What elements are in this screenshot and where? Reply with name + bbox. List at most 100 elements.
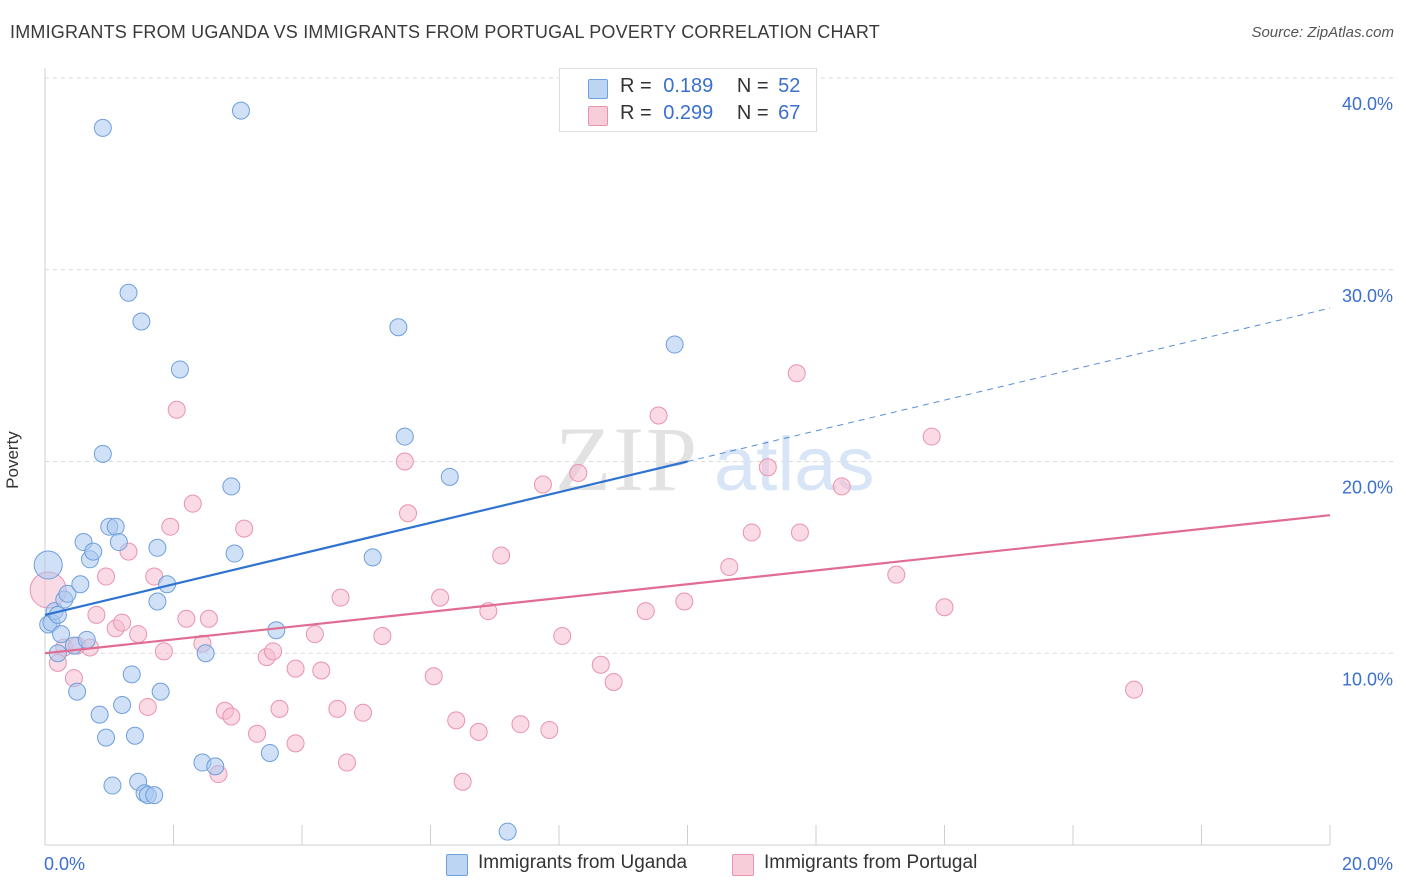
tick-labels: 10.0% 20.0% 30.0% 40.0% 0.0% 20.0% <box>44 94 1393 874</box>
portugal-point <box>373 626 392 645</box>
uganda-point <box>395 427 414 446</box>
portugal-point <box>286 734 305 753</box>
uganda-point <box>196 644 215 663</box>
x-tick-label: 20.0% <box>1342 854 1393 874</box>
uganda-point <box>119 283 138 302</box>
portugal-point <box>469 722 488 741</box>
portugal-point <box>758 458 777 477</box>
portugal-point <box>161 517 180 536</box>
portugal-point <box>113 613 132 632</box>
uganda-point <box>665 335 684 354</box>
uganda-point <box>151 682 170 701</box>
uganda-r-value: 0.189 <box>663 75 714 97</box>
portugal-point <box>636 602 655 621</box>
uganda-n-value: 52 <box>778 75 801 97</box>
uganda-point <box>93 444 112 463</box>
uganda-point <box>440 467 459 486</box>
x-tick-label: 0.0% <box>44 854 85 874</box>
uganda-point <box>109 533 128 552</box>
portugal-point <box>248 724 267 743</box>
portugal-point <box>305 625 324 644</box>
portugal-point <box>129 625 148 644</box>
portugal-swatch <box>588 106 608 126</box>
portugal-trend-line <box>44 514 1331 655</box>
watermark: ZIP atlas <box>555 408 875 510</box>
portugal-point <box>87 605 106 624</box>
y-tick-label: 40.0% <box>1342 94 1393 114</box>
y-axis-label: Poverty <box>2 431 22 489</box>
n-label: N = <box>736 75 769 97</box>
portugal-point <box>235 519 254 538</box>
n-label: N = <box>736 102 769 124</box>
y-axis-label-wrap: Poverty <box>2 420 44 500</box>
portugal-point <box>742 523 761 542</box>
uganda-swatch <box>588 79 608 99</box>
chart-title: IMMIGRANTS FROM UGANDA VS IMMIGRANTS FRO… <box>10 22 880 42</box>
portugal-point <box>935 598 954 617</box>
portugal-point <box>222 707 241 726</box>
portugal-point <box>922 427 941 446</box>
uganda-trend-extension <box>687 307 1331 462</box>
uganda-point <box>52 625 71 644</box>
portugal-point <box>1125 680 1144 699</box>
uganda-legend-swatch <box>446 854 468 876</box>
portugal-legend-swatch <box>732 854 754 876</box>
uganda-point <box>498 822 517 841</box>
uganda-point <box>77 630 96 649</box>
uganda-point <box>231 101 250 120</box>
uganda-legend-label: Immigrants from Uganda <box>478 852 688 873</box>
portugal-point <box>399 504 418 523</box>
portugal-point <box>604 673 623 692</box>
uganda-point <box>363 548 382 567</box>
uganda-point <box>132 312 151 331</box>
portugal-point <box>787 364 806 383</box>
portugal-r-value: 0.299 <box>663 102 714 124</box>
portugal-point <box>312 661 331 680</box>
portugal-point <box>492 546 511 565</box>
portugal-point <box>511 715 530 734</box>
portugal-point <box>167 400 186 419</box>
portugal-point <box>533 475 552 494</box>
portugal-point <box>177 609 196 628</box>
uganda-point <box>206 757 225 776</box>
uganda-point <box>148 538 167 557</box>
portugal-point <box>395 452 414 471</box>
portugal-point <box>431 588 450 607</box>
stats-legend: R = 0.189 N = 52 R = 0.299 N = 67 <box>559 68 817 132</box>
uganda-point <box>58 584 77 603</box>
uganda-point <box>148 592 167 611</box>
uganda-point <box>122 665 141 684</box>
portugal-point <box>264 642 283 661</box>
portugal-point <box>183 494 202 513</box>
uganda-point <box>93 118 112 137</box>
uganda-point <box>48 605 67 624</box>
uganda-point <box>267 621 286 640</box>
portugal-point <box>97 567 116 586</box>
watermark-atlas: atlas <box>714 422 875 507</box>
portugal-point <box>270 699 289 718</box>
portugal-point <box>424 667 443 686</box>
portugal-point <box>331 588 350 607</box>
uganda-trend-line <box>44 460 688 616</box>
portugal-point <box>138 697 157 716</box>
uganda-point <box>225 544 244 563</box>
portugal-point <box>286 659 305 678</box>
uganda-point <box>389 318 408 337</box>
watermark-zip: ZIP <box>555 408 699 510</box>
uganda-point <box>113 696 132 715</box>
portugal-point <box>569 464 588 483</box>
portugal-legend-label: Immigrants from Portugal <box>764 852 978 873</box>
portugal-n-value: 67 <box>778 102 801 124</box>
uganda-points <box>33 101 684 841</box>
uganda-point <box>90 705 109 724</box>
uganda-point <box>145 786 164 805</box>
portugal-point <box>453 772 472 791</box>
portugal-point <box>832 477 851 496</box>
portugal-point <box>354 703 373 722</box>
portugal-point <box>649 406 668 425</box>
portugal-point <box>337 753 356 772</box>
uganda-point <box>125 726 144 745</box>
portugal-point <box>591 655 610 674</box>
y-tick-label: 10.0% <box>1342 669 1393 689</box>
